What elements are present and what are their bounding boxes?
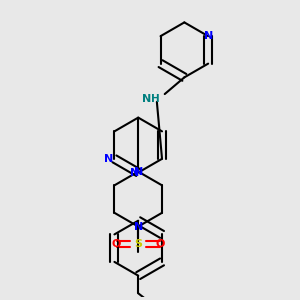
Text: O: O — [155, 239, 164, 249]
Text: S: S — [134, 239, 142, 249]
Text: N: N — [203, 31, 213, 41]
Text: N: N — [134, 222, 143, 232]
Text: H: H — [151, 94, 159, 104]
Text: N: N — [142, 94, 152, 104]
Text: N: N — [130, 168, 139, 178]
Text: N: N — [134, 167, 143, 177]
Text: O: O — [112, 239, 121, 249]
Text: N: N — [104, 154, 113, 164]
